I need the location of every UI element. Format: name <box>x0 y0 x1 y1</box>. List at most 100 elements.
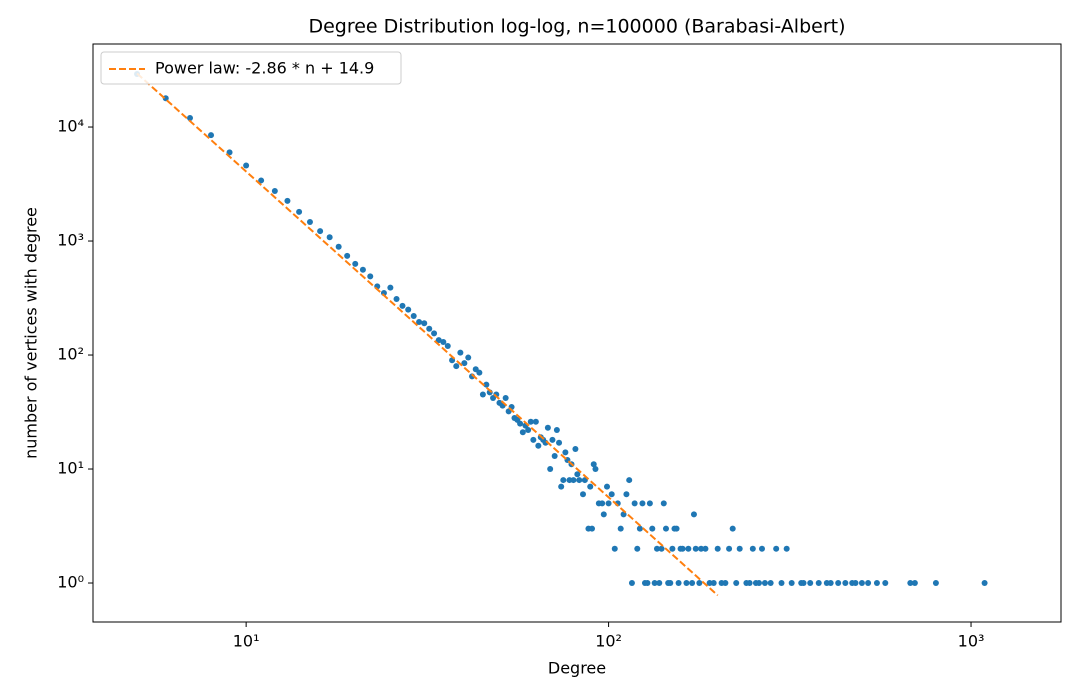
point <box>783 545 790 552</box>
point <box>589 525 596 532</box>
point <box>873 580 880 587</box>
point <box>656 580 663 587</box>
point <box>590 461 597 468</box>
point <box>352 260 359 267</box>
y-axis-label: number of vertices with degree <box>22 207 41 459</box>
point <box>530 436 537 443</box>
point <box>644 580 651 587</box>
point <box>702 545 709 552</box>
point <box>778 580 785 587</box>
point <box>698 545 705 552</box>
point <box>544 424 551 431</box>
point <box>827 580 834 587</box>
chart-title: Degree Distribution log-log, n=100000 (B… <box>308 16 845 38</box>
point <box>692 545 699 552</box>
point <box>835 580 842 587</box>
point <box>208 132 215 139</box>
point <box>519 429 526 436</box>
point <box>535 442 542 449</box>
x-axis-label: Degree <box>548 659 606 678</box>
point <box>344 252 351 259</box>
point <box>981 580 988 587</box>
point <box>547 466 554 473</box>
plot-frame <box>92 43 1062 623</box>
point <box>611 545 618 552</box>
point <box>359 266 366 273</box>
point <box>807 580 814 587</box>
point <box>773 545 780 552</box>
point <box>592 466 599 473</box>
point <box>580 491 587 498</box>
point <box>271 187 278 194</box>
point <box>710 580 717 587</box>
point <box>453 363 460 370</box>
point <box>435 337 442 344</box>
point <box>604 483 611 490</box>
point <box>549 436 556 443</box>
point <box>258 177 265 184</box>
point <box>636 525 643 532</box>
point <box>525 426 532 433</box>
point <box>562 449 569 456</box>
point <box>426 325 433 332</box>
point <box>932 580 939 587</box>
point <box>457 349 464 356</box>
point <box>483 381 490 388</box>
y-tick-label: 10³ <box>57 231 84 250</box>
point <box>599 500 606 507</box>
point <box>852 580 859 587</box>
point <box>667 580 674 587</box>
point <box>317 228 324 235</box>
legend-box <box>100 51 402 85</box>
point <box>788 580 795 587</box>
point <box>444 342 451 349</box>
point <box>767 580 774 587</box>
point <box>560 477 567 484</box>
x-tick-label: 10² <box>595 632 622 651</box>
point <box>186 115 193 122</box>
point <box>755 580 762 587</box>
point <box>326 234 333 241</box>
point <box>532 418 539 425</box>
point <box>461 360 468 367</box>
point <box>553 426 560 433</box>
point <box>660 500 667 507</box>
point <box>882 580 889 587</box>
point <box>761 580 768 587</box>
point <box>367 273 374 280</box>
point <box>600 511 607 518</box>
point <box>572 445 579 452</box>
point <box>551 453 558 460</box>
point <box>387 284 394 291</box>
x-tick-label: 10¹ <box>233 632 260 651</box>
point <box>651 580 658 587</box>
point <box>907 580 914 587</box>
point <box>416 318 423 325</box>
point <box>576 477 583 484</box>
point <box>626 477 633 484</box>
point <box>639 500 646 507</box>
point <box>527 418 534 425</box>
point <box>911 580 918 587</box>
point <box>608 491 615 498</box>
point <box>556 439 563 446</box>
point <box>465 354 472 361</box>
point <box>729 525 736 532</box>
point <box>683 580 690 587</box>
point <box>605 500 612 507</box>
y-tick-label: 10⁴ <box>57 117 84 136</box>
point <box>733 580 740 587</box>
point <box>658 545 665 552</box>
point <box>284 197 291 204</box>
point <box>296 208 303 215</box>
point <box>800 580 807 587</box>
point <box>393 296 400 303</box>
point <box>758 545 765 552</box>
x-tick-label: 10³ <box>958 632 985 651</box>
point <box>440 339 447 346</box>
point <box>243 162 250 169</box>
point <box>815 580 822 587</box>
point <box>679 545 686 552</box>
point <box>574 471 581 478</box>
